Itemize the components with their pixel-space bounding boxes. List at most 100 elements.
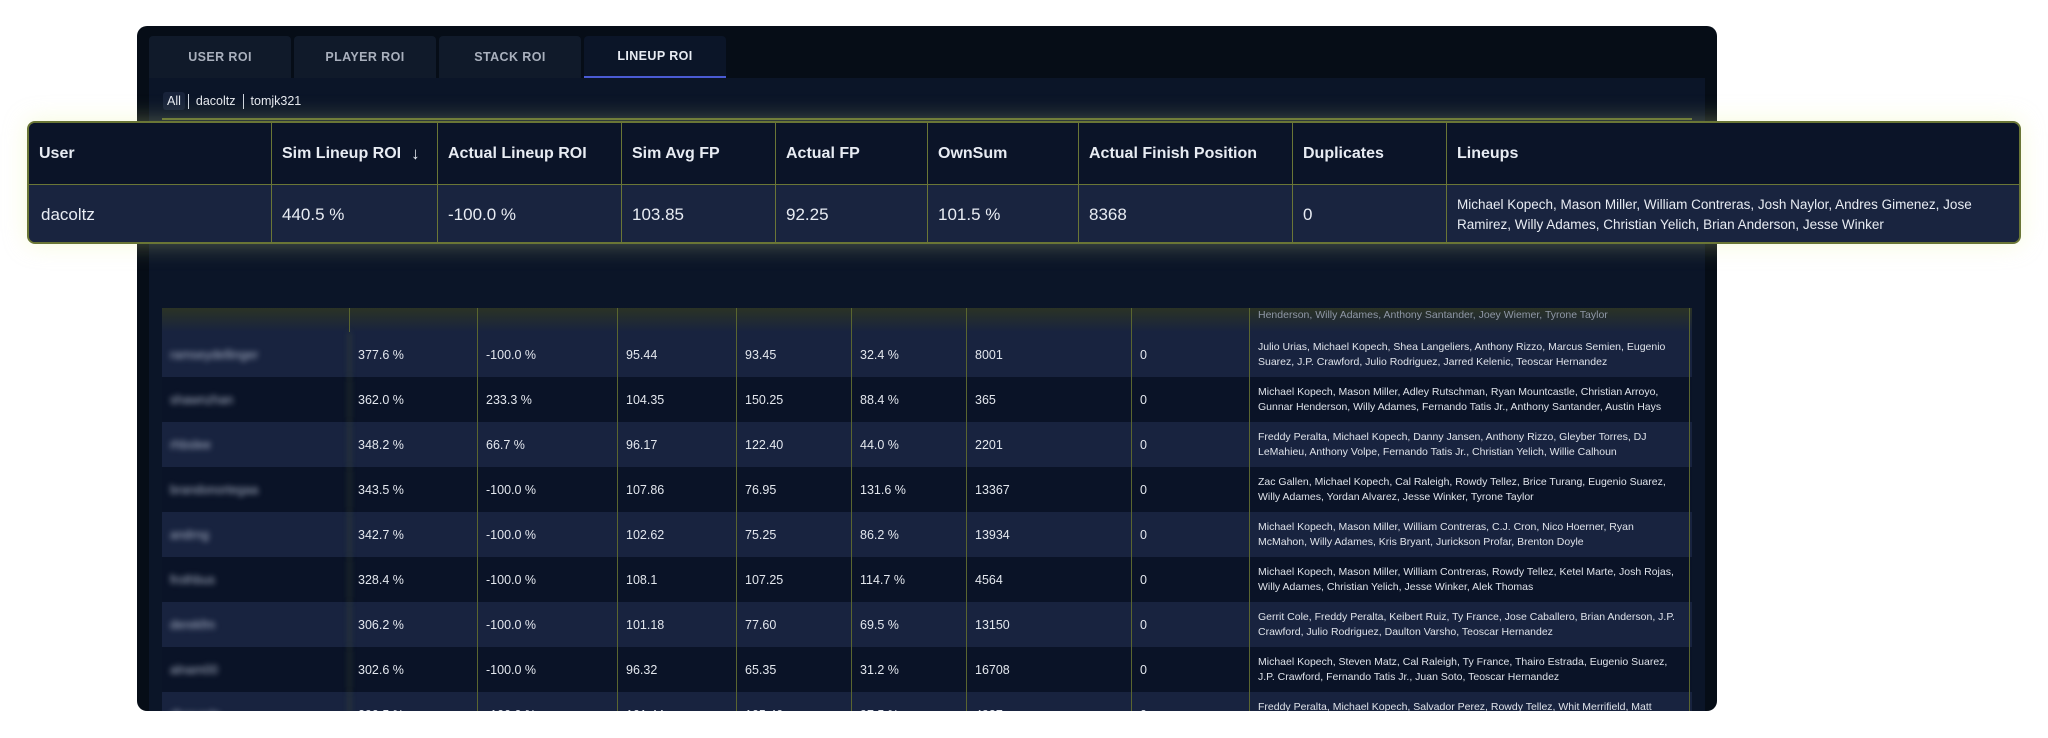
ownsum-cell: 131.6 % [852,467,967,512]
user-cell: brandonortegaa [162,467,350,512]
lineup-cell: Michael Kopech, Mason Miller, Adley Ruts… [1250,377,1690,422]
column-header-ownsum[interactable]: OwnSum [928,123,1079,184]
user-cell: dacoltz [29,185,272,242]
lineup-cell: Zac Gallen, Michael Kopech, Cal Raleigh,… [1250,467,1690,512]
column-header-duplicates[interactable]: Duplicates [1293,123,1447,184]
actual-lineup-roi-cell: -100.0 % [478,647,618,692]
actual-fp-cell: 105.40 [737,692,852,711]
tab-lineup-roi[interactable]: LINEUP ROI [584,36,726,78]
table-row[interactable]: brandonortegaa 343.5 % -100.0 % 107.86 7… [162,467,1692,512]
table-row[interactable]: ramseydellinger 377.6 % -100.0 % 95.44 9… [162,332,1692,377]
lineup-cell: Gerrit Cole, Freddy Peralta, Keibert Rui… [1250,602,1690,647]
table-row-partial: Henderson, Willy Adames, Anthony Santand… [162,308,1692,332]
duplicates-cell: 0 [1132,557,1250,602]
user-cell: ramseydellinger [162,332,350,377]
user-cell: derekfm [162,602,350,647]
table-header: User Sim Lineup ROI ↓ Actual Lineup ROI … [29,123,2019,185]
actual-fp-cell: 150.25 [737,377,852,422]
column-header-lineups[interactable]: Lineups [1457,144,1519,162]
finish-position-cell: 13934 [967,512,1132,557]
finish-position-cell: 13150 [967,602,1132,647]
filter-dacoltz[interactable]: dacoltz [195,94,236,108]
sim-avg-fp-cell: 103.85 [622,185,776,242]
sim-lineup-roi-cell: 377.6 % [350,332,478,377]
table-row[interactable]: shawnzhan 362.0 % 233.3 % 104.35 150.25 … [162,377,1692,422]
user-filter: All dacoltz tomjk321 [163,92,305,110]
sim-avg-fp-cell: 101.44 [618,692,737,711]
table-row[interactable]: alnam00 302.6 % -100.0 % 96.32 65.35 31.… [162,647,1692,692]
lineup-cell: Michael Kopech, Steven Matz, Cal Raleigh… [1250,647,1690,692]
lineup-cell: Freddy Peralta, Michael Kopech, Danny Ja… [1250,422,1690,467]
sim-avg-fp-cell: 96.17 [618,422,737,467]
sim-avg-fp-cell: 102.62 [618,512,737,557]
finish-position-cell: 8001 [967,332,1132,377]
ownsum-cell: 88.4 % [852,377,967,422]
duplicates-cell: 0 [1293,185,1447,242]
sim-avg-fp-cell: 96.32 [618,647,737,692]
finish-position-cell: 4937 [967,692,1132,711]
actual-lineup-roi-cell: -100.0 % [438,185,622,242]
table-row[interactable]: frothbus 328.4 % -100.0 % 108.1 107.25 1… [162,557,1692,602]
sim-avg-fp-cell: 108.1 [618,557,737,602]
duplicates-cell: 0 [1132,467,1250,512]
filter-tomjk321[interactable]: tomjk321 [250,94,302,108]
actual-fp-cell: 65.35 [737,647,852,692]
actual-lineup-roi-cell: 233.3 % [478,377,618,422]
finish-position-cell: 13367 [967,467,1132,512]
sim-lineup-roi-cell: 342.7 % [350,512,478,557]
sim-lineup-roi-cell: 343.5 % [350,467,478,512]
table-row[interactable]: derekfm 306.2 % -100.0 % 101.18 77.60 69… [162,602,1692,647]
user-cell: alnam00 [162,647,350,692]
lineup-cell: Michael Kopech, Mason Miller, William Co… [1457,196,1972,232]
column-header-label: Sim Lineup ROI [282,144,402,162]
table-row[interactable]: dkcrusde 290.5 % -100.0 % 101.44 105.40 … [162,692,1692,711]
sim-lineup-roi-cell: 362.0 % [350,377,478,422]
filter-all[interactable]: All [163,92,185,110]
highlighted-row-card: User Sim Lineup ROI ↓ Actual Lineup ROI … [27,121,2021,244]
lineup-roi-table: Henderson, Willy Adames, Anthony Santand… [162,118,1692,711]
column-header-sim-lineup-roi[interactable]: Sim Lineup ROI ↓ [272,123,438,184]
duplicates-cell: 0 [1132,602,1250,647]
duplicates-cell: 0 [1132,422,1250,467]
user-cell: frothbus [162,557,350,602]
actual-lineup-roi-cell: -100.0 % [478,512,618,557]
lineup-cell: Freddy Peralta, Michael Kopech, Salvador… [1250,692,1690,711]
ownsum-cell: 69.5 % [852,602,967,647]
user-cell: shawnzhan [162,377,350,422]
column-header-user[interactable]: User [29,123,272,184]
table-row[interactable]: rhbslee 348.2 % 66.7 % 96.17 122.40 44.0… [162,422,1692,467]
sim-lineup-roi-cell: 348.2 % [350,422,478,467]
tab-player-roi[interactable]: PLAYER ROI [294,36,436,78]
actual-fp-cell: 75.25 [737,512,852,557]
ownsum-cell: 101.5 % [928,185,1079,242]
ownsum-cell: 97.5 % [852,692,967,711]
duplicates-cell: 0 [1132,512,1250,557]
column-header-sim-avg-fp[interactable]: Sim Avg FP [622,123,776,184]
arrow-down-icon[interactable]: ↓ [411,143,420,163]
duplicates-cell: 0 [1132,377,1250,422]
sim-lineup-roi-cell: 290.5 % [350,692,478,711]
actual-fp-cell: 76.95 [737,467,852,512]
user-cell: rhbslee [162,422,350,467]
user-cell: andrng [162,512,350,557]
column-header-actual-lineup-roi[interactable]: Actual Lineup ROI [438,123,622,184]
highlighted-table-row[interactable]: dacoltz 440.5 % -100.0 % 103.85 92.25 10… [29,185,2019,242]
tab-stack-roi[interactable]: STACK ROI [439,36,581,78]
actual-fp-cell: 77.60 [737,602,852,647]
column-header-actual-fp[interactable]: Actual FP [776,123,928,184]
actual-lineup-roi-cell: -100.0 % [478,692,618,711]
duplicates-cell: 0 [1132,332,1250,377]
finish-position-cell: 16708 [967,647,1132,692]
actual-fp-cell: 93.45 [737,332,852,377]
filter-divider [242,93,244,109]
column-header-actual-finish-position[interactable]: Actual Finish Position [1079,123,1293,184]
actual-lineup-roi-cell: 66.7 % [478,422,618,467]
table-row[interactable]: andrng 342.7 % -100.0 % 102.62 75.25 86.… [162,512,1692,557]
tab-bar: USER ROI PLAYER ROI STACK ROI LINEUP ROI [149,36,726,78]
sim-avg-fp-cell: 107.86 [618,467,737,512]
tab-user-roi[interactable]: USER ROI [149,36,291,78]
finish-position-cell: 4564 [967,557,1132,602]
lineup-cell: Michael Kopech, Mason Miller, William Co… [1250,557,1690,602]
actual-fp-cell: 122.40 [737,422,852,467]
ownsum-cell: 114.7 % [852,557,967,602]
